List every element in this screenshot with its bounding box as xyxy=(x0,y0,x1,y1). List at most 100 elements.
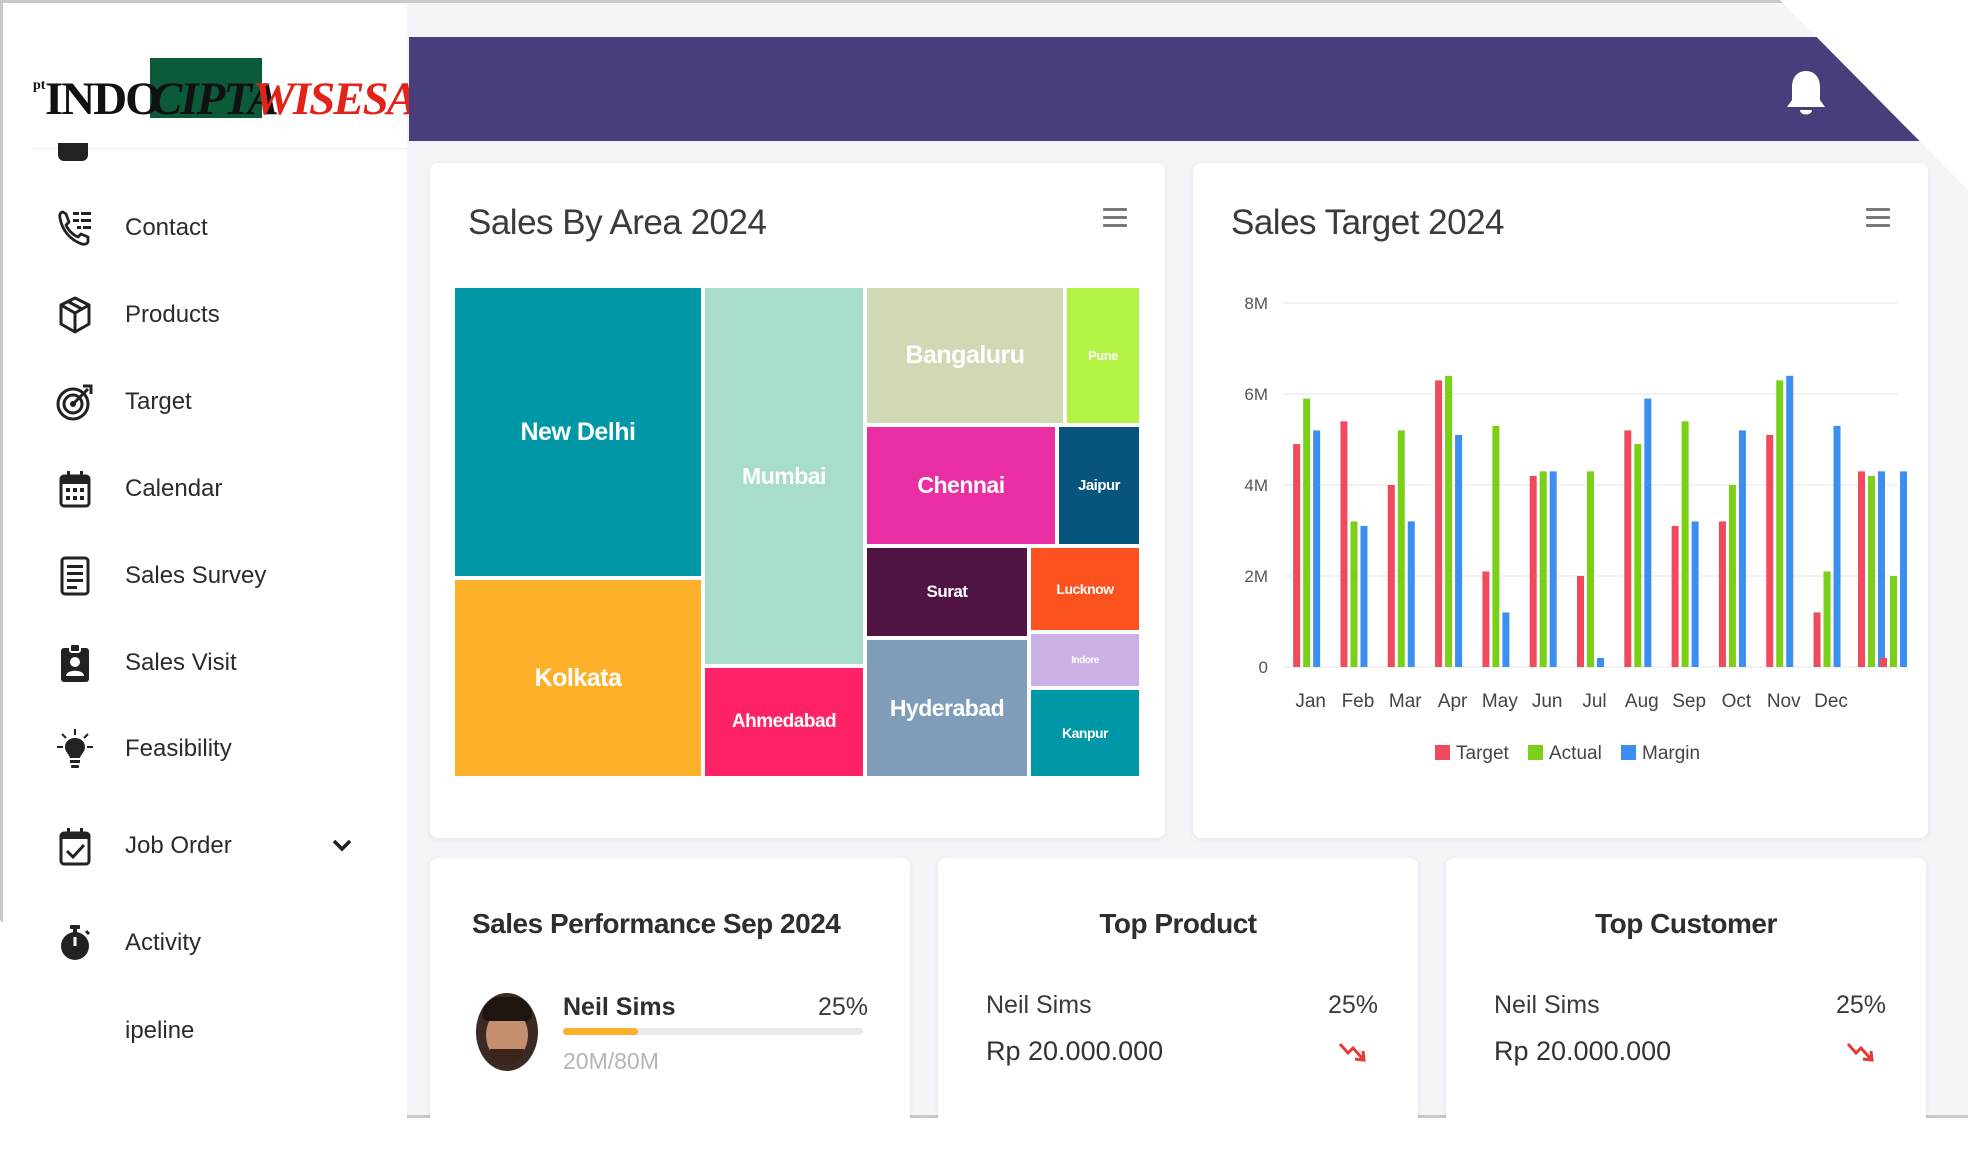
customer-amount: Rp 20.000.000 xyxy=(1494,1036,1672,1066)
phone-list-icon xyxy=(51,204,99,252)
treemap-tile[interactable]: Lucknow xyxy=(1031,548,1139,630)
bar xyxy=(1776,380,1784,667)
bar xyxy=(1445,375,1453,667)
bar xyxy=(1313,430,1321,667)
legend-swatch xyxy=(1435,745,1450,760)
card-title: Top Product xyxy=(1099,908,1257,939)
sales-by-area-card: Sales By Area 2024 New Delhi Kolkata Mum… xyxy=(430,163,1165,838)
y-tick-label: 0 xyxy=(1259,658,1268,677)
bar xyxy=(1691,521,1699,667)
sidebar-item-label: Contact xyxy=(125,214,208,241)
product-amount: Rp 20.000.000 xyxy=(986,1036,1164,1066)
chevron-down-icon[interactable] xyxy=(331,834,353,861)
x-tick-label: Nov xyxy=(1767,691,1801,712)
progress-track xyxy=(563,1028,863,1035)
treemap-tile[interactable]: Chennai xyxy=(867,427,1055,544)
sidebar-item-products[interactable]: Products xyxy=(51,290,371,340)
treemap-tile[interactable]: Pune xyxy=(1067,288,1139,423)
bar xyxy=(1387,485,1395,667)
top-customer-card: Top Customer Neil Sims 25% Rp 20.000.000 xyxy=(1446,858,1926,1118)
sidebar-item-label: Activity xyxy=(125,929,202,956)
bar xyxy=(1340,421,1348,667)
bar xyxy=(1293,444,1301,667)
card-title: Sales Performance Sep 2024 xyxy=(472,908,841,939)
bar xyxy=(1823,571,1831,667)
bar-chart: 0 2M 4M 6M 8M Jan Feb Mar Apr May Jun Jul Aug Sep Oct N… xyxy=(1244,294,1907,764)
trend-down-icon xyxy=(1846,1040,1876,1069)
bar xyxy=(1867,475,1875,667)
sidebar-item-contact[interactable]: Contact xyxy=(51,203,371,253)
treemap-tile[interactable]: Surat xyxy=(867,548,1027,636)
bar xyxy=(1597,657,1604,667)
bar xyxy=(1766,434,1774,667)
y-tick-label: 4M xyxy=(1244,476,1268,495)
sidebar-item-sales-survey[interactable]: Sales Survey xyxy=(51,551,371,601)
product-name: Neil Sims xyxy=(986,991,1092,1019)
treemap-tile[interactable]: Kolkata xyxy=(455,580,701,776)
sidebar-item-calendar[interactable]: Calendar xyxy=(51,464,371,514)
bar xyxy=(1681,421,1689,667)
bar xyxy=(1833,425,1841,667)
sidebar-item-target[interactable]: Target xyxy=(51,377,371,427)
bar xyxy=(1634,444,1642,667)
logo-wisesa: WISESA xyxy=(253,73,418,125)
treemap-tile[interactable]: Ahmedabad xyxy=(705,668,863,776)
bar xyxy=(1728,485,1736,667)
treemap-tile[interactable]: Kanpur xyxy=(1031,690,1139,776)
chart-menu-icon[interactable] xyxy=(1103,208,1127,228)
sidebar-item-job-order[interactable]: Job Order xyxy=(51,821,371,871)
sidebar-item-label: Job Order xyxy=(125,832,232,859)
logo-block xyxy=(150,58,262,118)
bell-icon[interactable] xyxy=(1783,67,1829,124)
sidebar-item-activity[interactable]: Activity xyxy=(51,918,371,968)
box-icon xyxy=(51,291,99,339)
bar xyxy=(1813,612,1821,667)
legend-label: Target xyxy=(1456,743,1510,764)
user-icon xyxy=(55,143,91,161)
bar xyxy=(1397,430,1405,667)
card-title: Sales By Area 2024 xyxy=(468,203,767,242)
treemap-tile[interactable]: Hyderabad xyxy=(867,640,1027,776)
chart-menu-icon[interactable] xyxy=(1866,208,1890,228)
sidebar-item-feasibility[interactable]: Feasibility xyxy=(51,724,371,774)
treemap-tile[interactable]: Bangaluru xyxy=(867,288,1063,423)
company-logo[interactable]: pt INDO CIPTA WISESA xyxy=(33,58,418,128)
sidebar-item-label: Products xyxy=(125,301,220,328)
performer-name: Neil Sims xyxy=(563,993,676,1021)
x-tick-label: May xyxy=(1482,691,1518,712)
treemap-tile[interactable]: New Delhi xyxy=(455,288,701,576)
sales-performance-card: Sales Performance Sep 2024 Neil Sims 25%… xyxy=(430,858,910,1118)
bar xyxy=(1624,430,1632,667)
sidebar-item-label: Sales Visit xyxy=(125,649,237,676)
sidebar-item-sales-visit[interactable]: Sales Visit xyxy=(51,638,371,688)
sidebar-item-pipeline[interactable]: ipeline xyxy=(51,1006,371,1056)
treemap: New Delhi Kolkata Mumbai Ahmedabad Banga… xyxy=(455,288,1145,778)
document-icon xyxy=(51,552,99,600)
legend-swatch xyxy=(1621,745,1636,760)
x-tick-label: Jun xyxy=(1532,691,1563,712)
top-header-bar xyxy=(409,37,1968,141)
treemap-tile[interactable]: Jaipur xyxy=(1059,427,1139,544)
top-product-card: Top Product Neil Sims 25% Rp 20.000.000 xyxy=(938,858,1418,1118)
bar xyxy=(1455,434,1463,667)
treemap-tile[interactable]: Mumbai xyxy=(705,288,863,664)
target-icon xyxy=(51,378,99,426)
treemap-tile[interactable]: Indore xyxy=(1031,634,1139,686)
sidebar-item-label: Sales Survey xyxy=(125,562,267,589)
bar xyxy=(1539,471,1547,667)
x-tick-label: Dec xyxy=(1814,691,1848,712)
bar xyxy=(1644,398,1652,667)
sidebar-item-label: Feasibility xyxy=(125,735,232,762)
bar xyxy=(1407,521,1415,667)
x-tick-label: Feb xyxy=(1342,691,1375,712)
bar xyxy=(1857,471,1865,667)
card-title: Top Customer xyxy=(1595,908,1777,939)
logo-divider xyxy=(33,148,407,149)
bar xyxy=(1549,471,1557,667)
performance-amount: 20M/80M xyxy=(563,1048,659,1074)
x-tick-label: Apr xyxy=(1438,691,1468,712)
customer-name: Neil Sims xyxy=(1494,991,1600,1019)
bar xyxy=(1529,475,1537,667)
avatar xyxy=(476,993,538,1071)
bar xyxy=(1879,657,1887,667)
